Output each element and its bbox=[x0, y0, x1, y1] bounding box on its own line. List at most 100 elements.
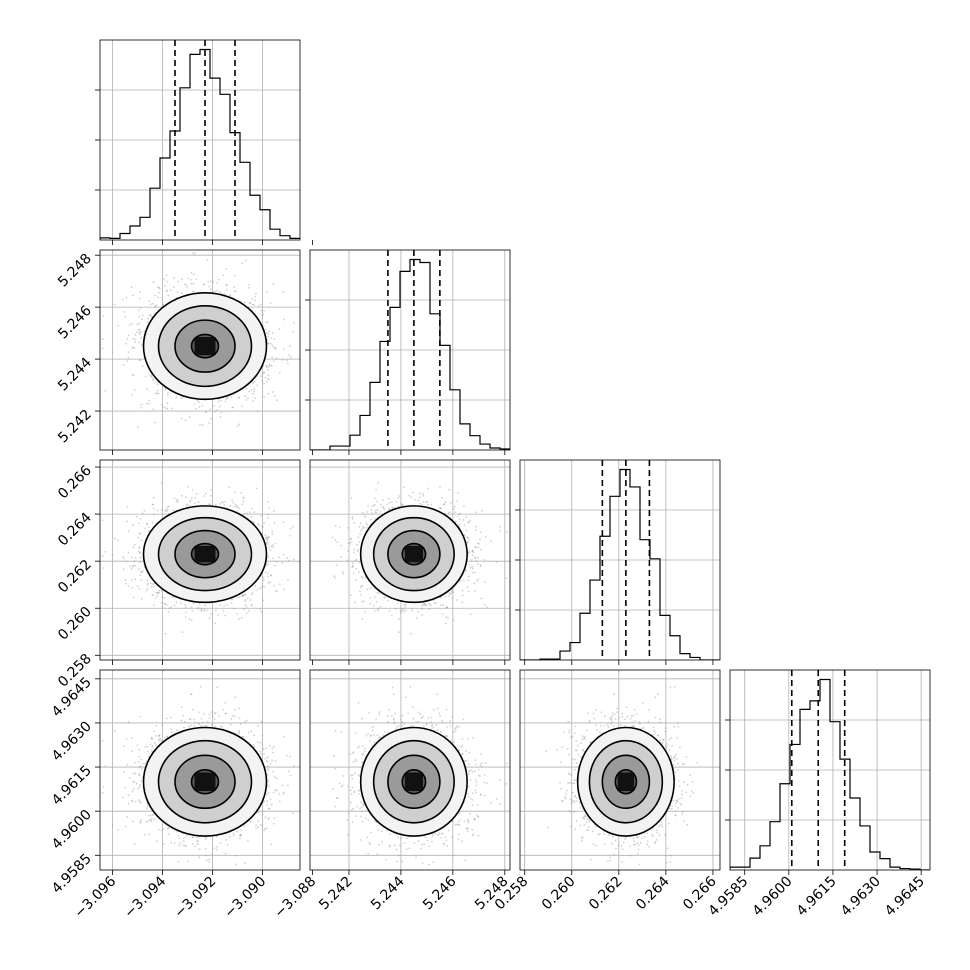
scatter-point bbox=[235, 506, 238, 508]
scatter-point bbox=[179, 602, 182, 605]
scatter-point bbox=[134, 564, 136, 567]
scatter-point bbox=[151, 521, 154, 524]
scatter-point bbox=[130, 567, 133, 570]
scatter-point bbox=[155, 304, 158, 307]
scatter-point bbox=[270, 337, 273, 340]
scatter-point bbox=[242, 594, 245, 597]
scatter-point bbox=[104, 550, 107, 553]
y-tick-label: 5.246 bbox=[55, 303, 95, 343]
scatter-point bbox=[141, 314, 144, 317]
scatter-point bbox=[147, 321, 149, 323]
scatter-point bbox=[150, 376, 153, 378]
scatter-point bbox=[267, 378, 270, 380]
scatter-point bbox=[198, 603, 201, 606]
scatter-point bbox=[146, 579, 149, 582]
scatter-point bbox=[191, 488, 194, 491]
scatter-point bbox=[154, 304, 157, 307]
scatter-point bbox=[154, 294, 157, 297]
scatter-point bbox=[151, 503, 154, 506]
scatter-point bbox=[242, 595, 245, 597]
scatter-point bbox=[177, 280, 180, 283]
scatter-point bbox=[113, 537, 116, 540]
scatter-point bbox=[276, 399, 278, 402]
scatter-point bbox=[166, 393, 169, 396]
scatter-point bbox=[287, 559, 290, 562]
scatter-point bbox=[127, 551, 130, 554]
scatter-point bbox=[274, 346, 277, 349]
scatter-point bbox=[148, 526, 150, 528]
scatter-point bbox=[134, 338, 137, 341]
scatter-point bbox=[260, 610, 263, 613]
scatter-point bbox=[139, 551, 142, 554]
scatter-point bbox=[244, 598, 247, 601]
scatter-point bbox=[184, 419, 187, 422]
scatter-point bbox=[286, 359, 288, 362]
scatter-point bbox=[121, 555, 124, 558]
scatter-point bbox=[250, 604, 253, 607]
scatter-point bbox=[141, 318, 143, 321]
scatter-point bbox=[137, 426, 139, 429]
scatter-point bbox=[166, 407, 169, 410]
scatter-point bbox=[132, 596, 135, 599]
scatter-point bbox=[260, 375, 262, 378]
scatter-point bbox=[247, 397, 249, 399]
scatter-point bbox=[275, 357, 278, 360]
scatter-point bbox=[172, 286, 175, 289]
scatter-point bbox=[127, 357, 130, 359]
scatter-point bbox=[267, 374, 270, 377]
scatter-point bbox=[224, 501, 227, 503]
scatter-point bbox=[131, 579, 133, 581]
scatter-point bbox=[273, 338, 276, 341]
scatter-point bbox=[131, 373, 134, 376]
scatter-point bbox=[155, 591, 158, 594]
scatter-point bbox=[185, 616, 187, 619]
scatter-point bbox=[260, 314, 263, 317]
scatter-point bbox=[164, 388, 167, 391]
scatter-point bbox=[249, 302, 252, 304]
scatter-point bbox=[289, 527, 292, 530]
scatter-point bbox=[203, 608, 206, 611]
scatter-point bbox=[265, 541, 268, 544]
scatter-point bbox=[263, 371, 266, 374]
scatter-point bbox=[271, 331, 274, 334]
scatter-point bbox=[161, 605, 164, 608]
scatter-point bbox=[253, 511, 256, 514]
scatter-point bbox=[238, 618, 240, 620]
scatter-point bbox=[141, 365, 144, 368]
scatter-point bbox=[265, 541, 268, 544]
scatter-point bbox=[138, 532, 141, 535]
scatter-point bbox=[138, 587, 141, 590]
scatter-point bbox=[192, 602, 195, 605]
scatter-point bbox=[176, 501, 179, 503]
scatter-point bbox=[266, 320, 269, 323]
scatter-point bbox=[228, 486, 231, 489]
scatter-point bbox=[199, 423, 202, 426]
scatter-point bbox=[127, 530, 130, 533]
scatter-point bbox=[186, 286, 188, 289]
scatter-point bbox=[138, 561, 141, 564]
scatter-point bbox=[208, 617, 211, 619]
scatter-point bbox=[192, 291, 195, 294]
scatter-point bbox=[263, 395, 265, 398]
scatter-point bbox=[264, 536, 267, 539]
panel-frame bbox=[99, 249, 301, 451]
scatter-point bbox=[216, 282, 218, 284]
scatter-point bbox=[139, 517, 142, 520]
scatter-point bbox=[226, 452, 228, 454]
scatter-point bbox=[251, 592, 254, 594]
scatter-point bbox=[156, 592, 159, 595]
scatter-point bbox=[122, 311, 125, 313]
scatter-point bbox=[224, 400, 227, 403]
scatter-point bbox=[267, 392, 270, 395]
scatter-point bbox=[173, 277, 175, 279]
scatter-point bbox=[217, 614, 219, 616]
scatter-point bbox=[166, 402, 169, 405]
scatter-point bbox=[272, 283, 275, 285]
scatter-point bbox=[259, 303, 262, 306]
scatter-point bbox=[134, 341, 136, 344]
scatter-point bbox=[205, 411, 207, 414]
scatter-point bbox=[200, 609, 203, 611]
scatter-point bbox=[287, 362, 289, 365]
scatter-point bbox=[181, 278, 184, 281]
scatter-point bbox=[266, 536, 268, 538]
